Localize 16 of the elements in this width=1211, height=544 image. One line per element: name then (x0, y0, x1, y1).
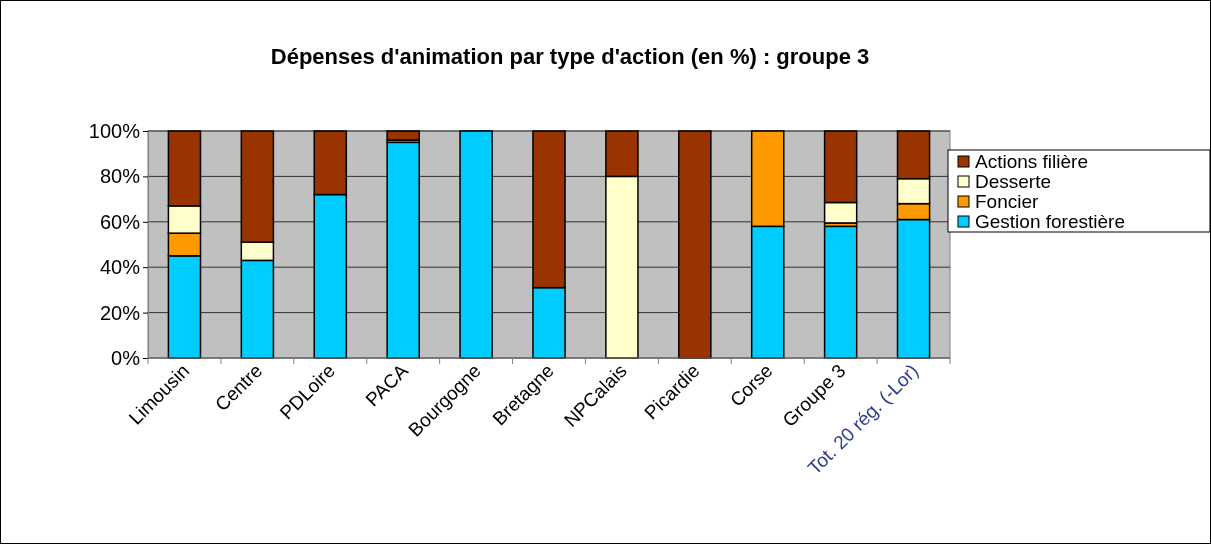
chart-title: Dépenses d'animation par type d'action (en %) : groupe 3 (270, 44, 870, 69)
y-tick-label: 0% (111, 346, 141, 369)
legend-label: Desserte (975, 171, 1052, 192)
bar (678, 130, 712, 359)
legend-label: Actions filière (975, 151, 1088, 172)
y-tick-label: 60% (99, 210, 141, 233)
bar (386, 130, 420, 141)
bar (823, 225, 858, 359)
legend-label: Gestion forestière (975, 211, 1125, 232)
y-tick-label: 100% (88, 119, 141, 142)
bar (386, 141, 420, 359)
y-tick-label: 20% (99, 301, 141, 324)
bar (459, 130, 493, 359)
y-tick-label: 80% (99, 165, 141, 188)
legend-label: Foncier (975, 191, 1040, 212)
y-tick-label: 40% (99, 256, 141, 279)
